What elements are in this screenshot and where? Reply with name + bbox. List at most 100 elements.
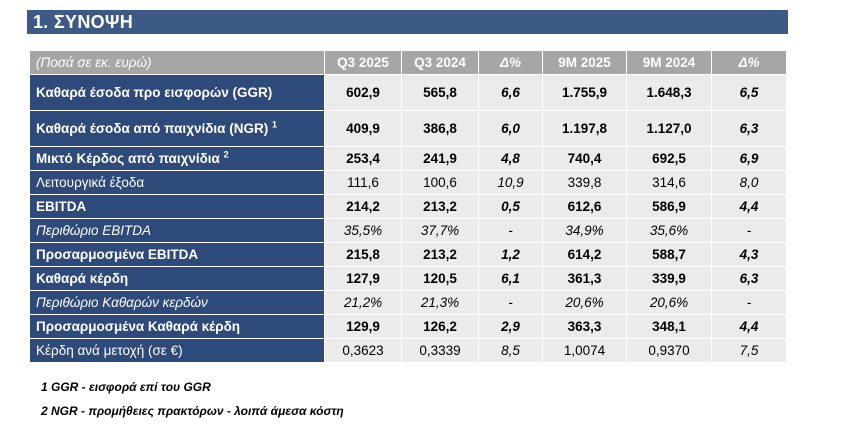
table-cell: 6,6 <box>478 74 543 111</box>
footnote-marker: 1 <box>271 119 277 130</box>
table-row: Κέρδη ανά μετοχή (σε €) 0,3623 0,3339 8,5 1,… <box>29 338 787 363</box>
table-cell: 339,9 <box>626 266 712 291</box>
table-cell: 126,2 <box>401 314 479 339</box>
header-9m-2024: 9M 2024 <box>626 50 712 75</box>
row-label: Μικτό Κέρδος από παιχνίδια 2 <box>29 146 325 171</box>
table-header-row: (Ποσά σε εκ. ευρώ) Q3 2025 Q3 2024 Δ% 9M… <box>29 50 787 75</box>
table-row: Περιθώριο EBITDA 35,5% 37,7% -34,9% 35,6% - <box>29 218 787 243</box>
table-cell: 37,7% <box>401 218 479 243</box>
header-9m-2025: 9M 2025 <box>542 50 627 75</box>
header-9m-delta: Δ% <box>711 50 787 75</box>
table-cell: 0,3623 <box>324 338 402 363</box>
table-cell: 34,9% <box>542 218 627 243</box>
table-cell: 111,6 <box>324 170 402 195</box>
row-label: Περιθώριο Καθαρών κερδών <box>29 290 325 315</box>
table-cell: 4,4 <box>711 194 787 219</box>
table-cell: - <box>711 218 787 243</box>
table-cell: 253,4 <box>324 146 402 171</box>
table-cell: 1,2 <box>478 242 543 267</box>
header-q3-2024: Q3 2024 <box>401 50 479 75</box>
table-cell: 20,6% <box>626 290 712 315</box>
table-cell: - <box>478 290 543 315</box>
table-cell: 0,5 <box>478 194 543 219</box>
table-cell: 8,0 <box>711 170 787 195</box>
table-cell: 348,1 <box>626 314 712 339</box>
row-label: Καθαρά έσοδα από παιχνίδια (NGR) 1 <box>29 110 325 147</box>
table-cell: 1.197,8 <box>542 110 627 147</box>
footnote-2: 2 NGR - προμήθειες πρακτόρων - λοιπά άμε… <box>41 404 344 418</box>
row-label: Προσαρμοσμένα EBITDA <box>29 242 325 267</box>
table-cell: 1,0074 <box>542 338 627 363</box>
section-title: 1. ΣΥΝΟΨΗ <box>27 10 788 34</box>
table-cell: - <box>711 290 787 315</box>
table-cell: 35,6% <box>626 218 712 243</box>
table-cell: 214,2 <box>324 194 402 219</box>
row-label: Περιθώριο EBITDA <box>29 218 325 243</box>
table-cell: 7,5 <box>711 338 787 363</box>
table-cell: 614,2 <box>542 242 627 267</box>
table-cell: 740,4 <box>542 146 627 171</box>
table-cell: 6,1 <box>478 266 543 291</box>
table-cell: 8,5 <box>478 338 543 363</box>
table-cell: 4,4 <box>711 314 787 339</box>
table-cell: 1.648,3 <box>626 74 712 111</box>
table-cell: 6,5 <box>711 74 787 111</box>
table-cell: 386,8 <box>401 110 479 147</box>
table-cell: 602,9 <box>324 74 402 111</box>
row-label: Προσαρμοσμένα Καθαρά κέρδη <box>29 314 325 339</box>
table-cell: 213,2 <box>401 242 479 267</box>
row-label: Καθαρά κέρδη <box>29 266 325 291</box>
table-cell: 21,2% <box>324 290 402 315</box>
table-cell: 586,9 <box>626 194 712 219</box>
footnote-marker: 2 <box>223 149 229 160</box>
table-row: Προσαρμοσμένα EBITDA 215,8 213,2 1,2 614,2 58… <box>29 242 787 267</box>
table-cell: 612,6 <box>542 194 627 219</box>
table-cell: 241,9 <box>401 146 479 171</box>
footnote-1: 1 GGR - εισφορά επί του GGR <box>41 380 211 394</box>
table-row: Περιθώριο Καθαρών κερδών 21,2% 21,3% -20,6%… <box>29 290 787 315</box>
table-cell: 0,9370 <box>626 338 712 363</box>
table-cell: 0,3339 <box>401 338 479 363</box>
table-cell: 363,3 <box>542 314 627 339</box>
table-cell: 35,5% <box>324 218 402 243</box>
table-row: Καθαρά έσοδα από παιχνίδια (NGR) 1 409,9 3… <box>29 110 787 147</box>
summary-table: (Ποσά σε εκ. ευρώ) Q3 2025 Q3 2024 Δ% 9M… <box>29 50 787 363</box>
table-cell: 20,6% <box>542 290 627 315</box>
table-cell: 6,9 <box>711 146 787 171</box>
table-cell: 127,9 <box>324 266 402 291</box>
row-label: Λειτουργικά έξοδα <box>29 170 325 195</box>
header-units-label: (Ποσά σε εκ. ευρώ) <box>29 50 325 75</box>
table-cell: 339,8 <box>542 170 627 195</box>
table-row: EBITDA 214,2 213,2 0,5 612,6 586,9 4,4 <box>29 194 787 219</box>
table-cell: 213,2 <box>401 194 479 219</box>
table-cell: 314,6 <box>626 170 712 195</box>
table-cell: 409,9 <box>324 110 402 147</box>
table-cell: 10,9 <box>478 170 543 195</box>
table-cell: 1.755,9 <box>542 74 627 111</box>
table-cell: 129,9 <box>324 314 402 339</box>
table-row: Λειτουργικά έξοδα 111,6 100,6 10,9 339,8 314,… <box>29 170 787 195</box>
table-cell: 6,3 <box>711 266 787 291</box>
row-label: EBITDA <box>29 194 325 219</box>
table-cell: 361,3 <box>542 266 627 291</box>
header-q3-2025: Q3 2025 <box>324 50 402 75</box>
table-cell: 100,6 <box>401 170 479 195</box>
table-cell: 4,3 <box>711 242 787 267</box>
header-q3-delta: Δ% <box>478 50 543 75</box>
table-cell: 2,9 <box>478 314 543 339</box>
table-cell: 6,3 <box>711 110 787 147</box>
table-row: Καθαρά κέρδη 127,9 120,5 6,1 361,3 339,9 6,3 <box>29 266 787 291</box>
row-label: Κέρδη ανά μετοχή (σε €) <box>29 338 325 363</box>
table-cell: 565,8 <box>401 74 479 111</box>
table-cell: 692,5 <box>626 146 712 171</box>
table-cell: 215,8 <box>324 242 402 267</box>
table-row: Προσαρμοσμένα Καθαρά κέρδη 129,9 126,2 2,9 3… <box>29 314 787 339</box>
table-cell: 120,5 <box>401 266 479 291</box>
table-cell: 4,8 <box>478 146 543 171</box>
table-cell: 6,0 <box>478 110 543 147</box>
table-cell: 588,7 <box>626 242 712 267</box>
table-row: Καθαρά έσοδα προ εισφορών (GGR) 602,9 565,… <box>29 74 787 111</box>
table-cell: 21,3% <box>401 290 479 315</box>
table-cell: 1.127,0 <box>626 110 712 147</box>
table-row: Μικτό Κέρδος από παιχνίδια 2 253,4 241,9 4,… <box>29 146 787 171</box>
